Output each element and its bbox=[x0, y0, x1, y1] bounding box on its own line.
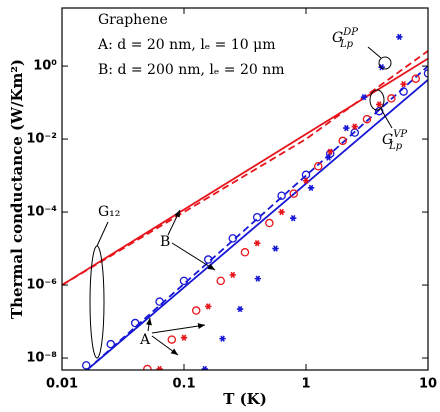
circle-marker bbox=[81, 361, 91, 370]
circle-marker bbox=[277, 191, 286, 200]
star-marker bbox=[236, 305, 244, 313]
annotation: B bbox=[160, 234, 170, 250]
circle-marker bbox=[362, 114, 372, 124]
annotation-sub: Lp bbox=[339, 39, 354, 50]
star-marker bbox=[278, 208, 285, 216]
star-marker bbox=[201, 365, 208, 370]
star-marker bbox=[289, 214, 297, 222]
star-marker bbox=[205, 303, 212, 310]
circle-marker bbox=[179, 276, 189, 286]
y-tick-label: 10⁻⁸ bbox=[26, 351, 57, 366]
annotation: A bbox=[139, 332, 151, 348]
series-line bbox=[62, 50, 428, 286]
annotation-sub: Lp bbox=[388, 141, 403, 152]
star-marker bbox=[307, 184, 315, 192]
star-marker bbox=[302, 177, 310, 184]
x-tick-label: 1 bbox=[301, 377, 310, 392]
annotation-text: G₁₂ bbox=[98, 204, 120, 220]
star-marker bbox=[375, 101, 383, 108]
annotation-text: G bbox=[332, 30, 343, 46]
annotation-text: A bbox=[139, 332, 151, 348]
star-marker bbox=[253, 240, 261, 247]
star-marker bbox=[396, 33, 403, 41]
circle-marker bbox=[338, 136, 347, 146]
circle-marker bbox=[387, 94, 396, 103]
star-marker bbox=[219, 335, 226, 342]
annotation-sup: DP bbox=[342, 27, 358, 38]
annotation-text: G bbox=[382, 132, 393, 148]
annotation: GDP Lp bbox=[332, 27, 358, 50]
circle-marker bbox=[411, 74, 421, 83]
circle-marker bbox=[155, 297, 164, 306]
circle-marker bbox=[350, 128, 360, 137]
circle-marker bbox=[289, 189, 299, 198]
x-axis-label: T (K) bbox=[223, 390, 267, 408]
star-marker bbox=[229, 271, 236, 279]
star-marker bbox=[272, 245, 279, 252]
note: B: d = 200 nm, lₑ = 20 nm bbox=[98, 62, 285, 78]
y-tick-label: 10⁻⁶ bbox=[26, 278, 57, 293]
star-marker bbox=[180, 334, 188, 341]
circle-marker bbox=[106, 339, 116, 349]
star-marker bbox=[156, 365, 163, 370]
y-tick-label: 10⁻⁴ bbox=[26, 205, 57, 220]
star-marker bbox=[254, 275, 262, 282]
plot-area bbox=[62, 33, 428, 370]
circle-marker bbox=[216, 276, 225, 286]
star-marker bbox=[351, 123, 358, 130]
circle-marker bbox=[313, 161, 323, 171]
x-tick-label: 0.1 bbox=[172, 377, 195, 392]
star-marker bbox=[343, 124, 350, 132]
callouts bbox=[89, 46, 393, 359]
star-marker bbox=[327, 148, 334, 155]
circle-marker bbox=[191, 306, 201, 315]
circle-marker bbox=[203, 255, 213, 264]
annotation-sup: VP bbox=[393, 129, 407, 140]
plot-frame bbox=[61, 7, 429, 371]
series-line bbox=[86, 65, 428, 370]
annotation-text: B bbox=[160, 234, 170, 250]
circle-marker bbox=[301, 170, 311, 180]
series-line bbox=[62, 57, 428, 286]
annotation: G₁₂ bbox=[98, 204, 120, 220]
circle-marker bbox=[399, 87, 408, 96]
circle-marker bbox=[252, 213, 262, 222]
series-line bbox=[86, 79, 428, 370]
x-tick-label: 10 bbox=[419, 377, 437, 392]
circle-marker bbox=[130, 318, 140, 328]
y-axis-label: Thermal conductance (W/Km²) bbox=[8, 59, 26, 319]
star-marker bbox=[400, 80, 407, 88]
note: Graphene bbox=[98, 12, 168, 28]
circle-marker bbox=[240, 248, 250, 257]
star-marker bbox=[325, 154, 332, 161]
annotation: GVP Lp bbox=[382, 129, 407, 152]
circle-marker bbox=[167, 335, 177, 344]
circle-marker bbox=[143, 364, 152, 370]
note: A: d = 20 nm, lₑ = 10 μm bbox=[97, 37, 276, 53]
x-tick-label: 0.01 bbox=[46, 377, 78, 392]
star-marker bbox=[360, 94, 368, 101]
circle-marker bbox=[228, 234, 238, 243]
circle-marker bbox=[265, 218, 274, 228]
y-tick-label: 10⁻² bbox=[26, 132, 57, 147]
y-tick-label: 10⁰ bbox=[33, 59, 57, 74]
